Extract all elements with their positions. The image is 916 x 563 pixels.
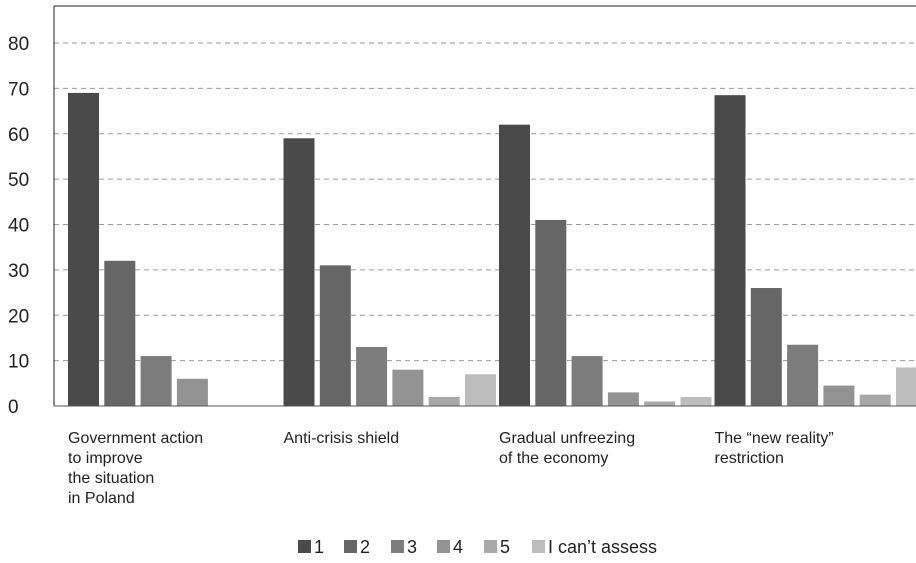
- category-label-line: in Poland: [68, 490, 135, 507]
- legend-swatch: [391, 540, 404, 553]
- bar-5-cat-3: [644, 401, 676, 406]
- bar-3-cat-4: [787, 344, 819, 406]
- bar-3-cat-1: [140, 356, 172, 406]
- gridlines: [54, 42, 916, 362]
- category-label: Government action to improve the situation…: [68, 430, 203, 507]
- legend-label: 5: [500, 537, 510, 557]
- y-tick-label: 60: [8, 125, 29, 146]
- y-tick-label: 30: [8, 261, 29, 282]
- axes: [53, 5, 916, 407]
- legend-swatch: [298, 540, 311, 553]
- bar-6-cat-2: [465, 374, 496, 406]
- bar-2-cat-2: [319, 265, 351, 406]
- bar-1-cat-4: [714, 95, 746, 407]
- y-tick-label: 70: [8, 79, 29, 100]
- y-tick-label: 20: [8, 306, 29, 327]
- bar-5-cat-4: [859, 394, 891, 406]
- bar-5-cat-2: [428, 396, 460, 406]
- bar-4-cat-1: [176, 378, 208, 406]
- category-label-line: restriction: [715, 450, 784, 467]
- bar-4-cat-3: [607, 392, 639, 406]
- category-label: Gradual unfreezing of the economy: [499, 430, 635, 467]
- bar-1-cat-1: [68, 92, 99, 406]
- legend-label: 2: [360, 537, 370, 557]
- category-label-line: Government action: [68, 430, 203, 447]
- legend-swatch: [484, 540, 497, 553]
- legend-label: 1: [314, 537, 324, 557]
- bar-6-cat-4: [896, 367, 916, 406]
- category-label-line: Anti-crisis shield: [284, 430, 400, 447]
- legend-label: 4: [453, 537, 463, 557]
- bar-4-cat-2: [392, 369, 424, 406]
- bar-2-cat-1: [104, 260, 136, 406]
- bar-4-cat-4: [823, 385, 855, 406]
- category-label-line: the situation: [68, 470, 154, 487]
- y-tick-label: 80: [8, 34, 29, 55]
- bar-2-cat-3: [535, 219, 567, 406]
- y-tick-label: 0: [8, 397, 19, 418]
- category-label-line: Gradual unfreezing: [499, 430, 635, 447]
- category-labels: Government action to improve the situation…: [68, 430, 834, 507]
- category-label-line: The “new reality”: [715, 430, 834, 447]
- category-label: The “new reality” restriction: [715, 430, 834, 467]
- category-label-line: of the economy: [499, 450, 608, 467]
- bar-1-cat-2: [283, 138, 315, 406]
- legend-label: 3: [407, 537, 417, 557]
- legend-swatch: [437, 540, 450, 553]
- y-tick-label: 50: [8, 170, 29, 191]
- bar-6-cat-3: [680, 396, 712, 406]
- category-label-line: to improve: [68, 450, 143, 467]
- legend-swatch: [344, 540, 357, 553]
- y-tick-label: 10: [8, 352, 29, 373]
- bar-3-cat-3: [571, 356, 603, 406]
- bars: [68, 92, 916, 407]
- y-tick-label: 40: [8, 216, 29, 237]
- legend: 1 2 3 4 5 I can’t assess: [298, 537, 657, 557]
- bar-2-cat-4: [750, 288, 782, 406]
- bar-1-cat-3: [499, 124, 530, 407]
- legend-label: I can’t assess: [548, 537, 657, 557]
- y-tick-labels: 0 10 20 30 40 50 60 70 80: [8, 34, 29, 418]
- category-label: Anti-crisis shield: [284, 430, 400, 447]
- legend-swatch: [532, 540, 545, 553]
- bar-3-cat-2: [356, 347, 388, 406]
